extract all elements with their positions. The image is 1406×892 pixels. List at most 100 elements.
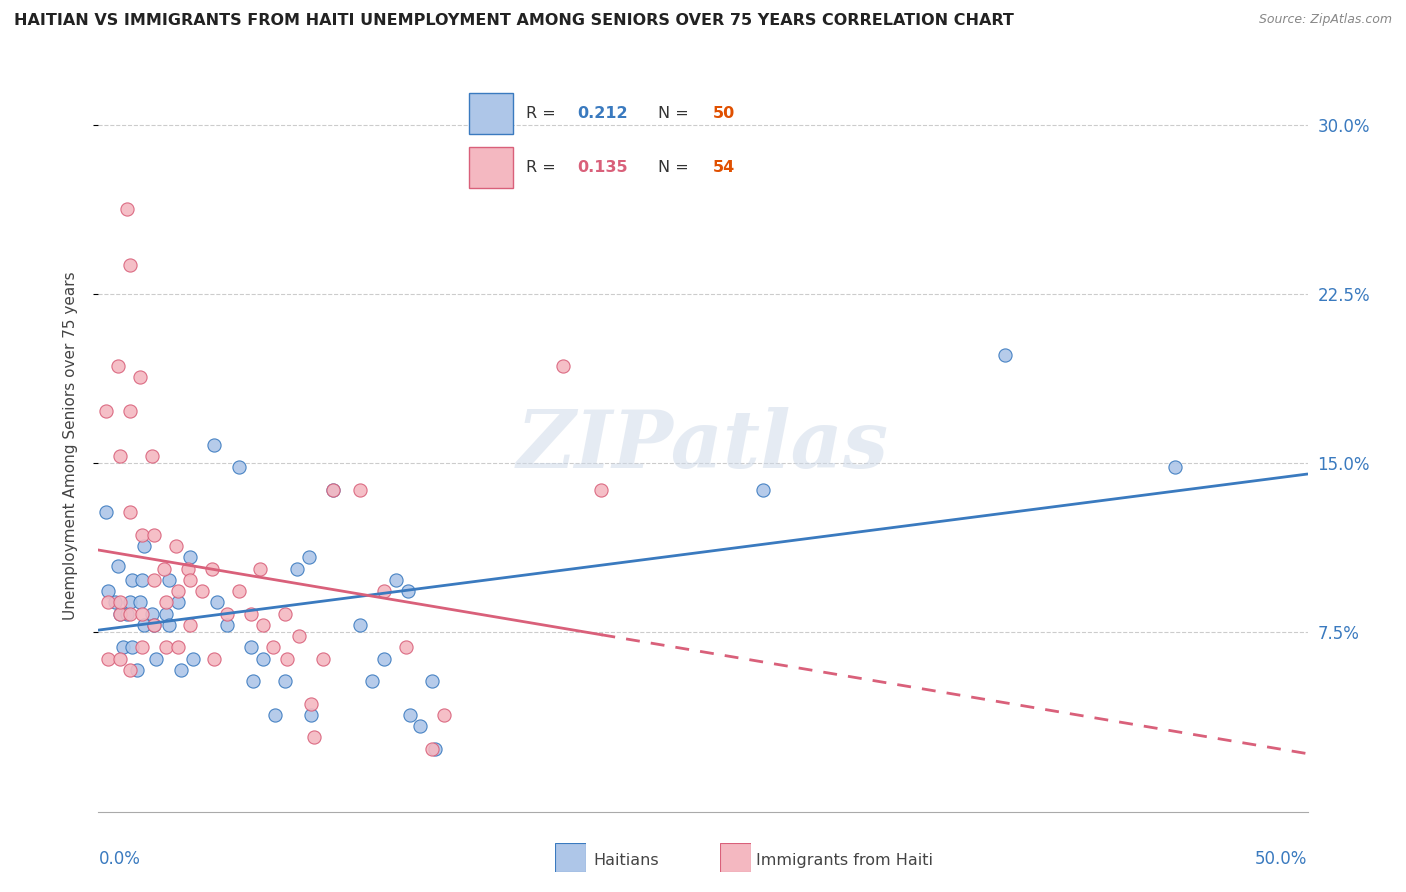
Point <box>131 528 153 542</box>
Point <box>97 595 120 609</box>
Point <box>169 663 191 677</box>
Point <box>396 584 419 599</box>
Point <box>111 640 134 655</box>
Point <box>155 640 177 655</box>
Text: 0.0%: 0.0% <box>98 850 141 868</box>
Point <box>165 539 187 553</box>
Point <box>191 584 214 599</box>
Point <box>273 607 295 621</box>
Point <box>360 674 382 689</box>
Point <box>551 359 574 373</box>
Point <box>152 562 174 576</box>
Point <box>108 449 131 463</box>
Point <box>285 562 308 576</box>
Point <box>249 562 271 576</box>
Point <box>204 438 226 452</box>
Point <box>228 460 250 475</box>
Point <box>97 584 120 599</box>
Point <box>399 708 422 723</box>
Point <box>204 651 226 665</box>
Point <box>127 663 149 677</box>
Point <box>262 640 284 655</box>
Point <box>373 584 395 599</box>
Point <box>167 584 190 599</box>
Point <box>409 719 432 733</box>
Text: Haitians: Haitians <box>593 854 659 868</box>
Point <box>128 595 150 609</box>
Point <box>97 651 120 665</box>
Point <box>201 562 224 576</box>
Point <box>157 618 180 632</box>
Point <box>205 595 228 609</box>
Point <box>108 607 131 621</box>
Point <box>143 618 166 632</box>
Point <box>118 595 141 609</box>
Point <box>134 539 156 553</box>
Point <box>322 483 344 497</box>
Point <box>141 449 163 463</box>
Point <box>276 651 298 665</box>
Point <box>385 573 408 587</box>
Point <box>423 741 446 756</box>
Point <box>107 359 129 373</box>
Point <box>322 483 344 497</box>
Point <box>104 595 127 609</box>
Point <box>264 708 287 723</box>
Point <box>118 404 141 418</box>
Point <box>108 651 131 665</box>
Point <box>252 651 274 665</box>
Point <box>107 559 129 574</box>
Point <box>128 370 150 384</box>
Point <box>349 483 371 497</box>
Point <box>299 697 322 711</box>
Point <box>252 618 274 632</box>
Point <box>591 483 613 497</box>
Point <box>143 528 166 542</box>
Point <box>94 404 117 418</box>
Point <box>134 618 156 632</box>
Point <box>118 607 141 621</box>
Text: ZIPatlas: ZIPatlas <box>517 408 889 484</box>
Point <box>118 505 141 519</box>
Point <box>108 595 131 609</box>
Point <box>118 663 141 677</box>
Point <box>242 674 264 689</box>
Point <box>420 674 443 689</box>
Point <box>239 640 262 655</box>
Point <box>215 618 238 632</box>
Point <box>131 607 153 621</box>
Point <box>179 550 201 565</box>
Text: Immigrants from Haiti: Immigrants from Haiti <box>756 854 934 868</box>
Text: HAITIAN VS IMMIGRANTS FROM HAITI UNEMPLOYMENT AMONG SENIORS OVER 75 YEARS CORREL: HAITIAN VS IMMIGRANTS FROM HAITI UNEMPLO… <box>14 13 1014 29</box>
Point <box>181 651 204 665</box>
Point <box>143 573 166 587</box>
Point <box>157 573 180 587</box>
Point <box>117 607 139 621</box>
Point <box>433 708 456 723</box>
Point <box>131 573 153 587</box>
Point <box>167 640 190 655</box>
Point <box>108 607 131 621</box>
Point <box>228 584 250 599</box>
Text: Source: ZipAtlas.com: Source: ZipAtlas.com <box>1258 13 1392 27</box>
Point <box>131 640 153 655</box>
Point <box>118 258 141 272</box>
Point <box>155 607 177 621</box>
Point <box>179 618 201 632</box>
Text: 50.0%: 50.0% <box>1256 850 1308 868</box>
Point <box>121 640 143 655</box>
Point <box>273 674 295 689</box>
Point <box>349 618 371 632</box>
Point <box>121 573 143 587</box>
Point <box>1163 460 1185 475</box>
Point <box>94 505 117 519</box>
Point <box>752 483 775 497</box>
Point <box>141 607 163 621</box>
Point <box>179 573 201 587</box>
Point <box>215 607 238 621</box>
Point <box>994 348 1017 362</box>
Y-axis label: Unemployment Among Seniors over 75 years: Unemployment Among Seniors over 75 years <box>63 272 77 620</box>
Point <box>299 708 322 723</box>
Point <box>167 595 190 609</box>
Point <box>373 651 395 665</box>
